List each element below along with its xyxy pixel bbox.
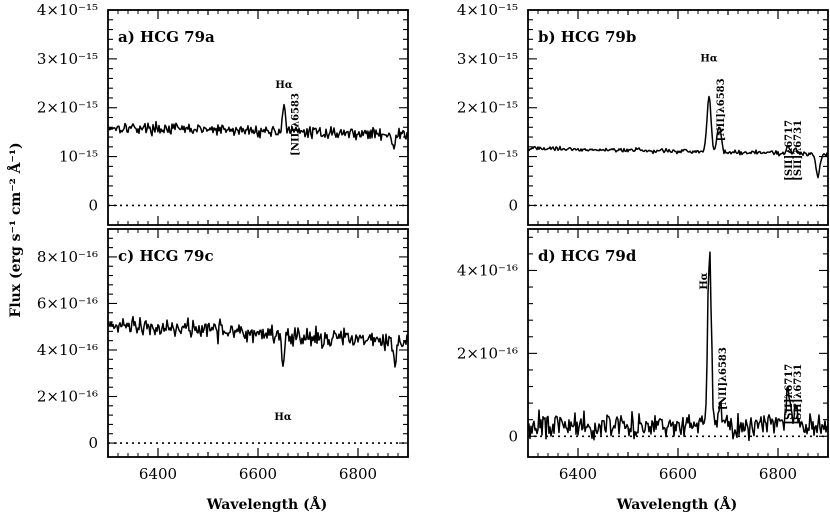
spectrum-line-c	[107, 315, 409, 368]
y-tick-label-b: 2×10⁻¹⁵	[457, 99, 518, 117]
y-tick-label-c: 4×10⁻¹⁶	[37, 341, 98, 359]
panel-c: 6400 6600 6800 0 2×10⁻¹⁶ 4×10⁻¹⁶ 6×10⁻¹⁶ 8×10⁻¹…	[37, 228, 409, 483]
panel-b: 0 10⁻¹⁵ 2×10⁻¹⁵ 3×10⁻¹⁵ 4×10⁻¹⁵ b) HCG 79b Hα […	[457, 1, 829, 226]
x-tick-label-d: 6600	[659, 465, 697, 483]
y-tick-label-c: 0	[88, 434, 98, 452]
panel-d: 6400 6600 6800 0 2×10⁻¹⁶ 4×10⁻¹⁶ d) HCG 79d Hα […	[457, 228, 829, 483]
y-tick-label-d: 0	[508, 427, 518, 445]
spectrum-line-b	[527, 95, 829, 179]
emission-line-label-b: [SII]λ6717	[784, 120, 795, 181]
y-tick-label-a: 4×10⁻¹⁵	[37, 1, 98, 19]
emission-line-label-b: [SII]λ6731	[793, 120, 804, 181]
y-tick-label-b: 10⁻¹⁵	[479, 148, 518, 166]
emission-line-label-c: Hα	[274, 412, 291, 423]
emission-line-label-d: [SII]λ6717	[784, 364, 795, 425]
spectrum-line-a	[107, 103, 409, 150]
y-tick-label-b: 4×10⁻¹⁵	[457, 1, 518, 19]
y-tick-label-b: 3×10⁻¹⁵	[457, 50, 518, 68]
x-tick-label-c: 6800	[339, 465, 377, 483]
y-tick-label-c: 8×10⁻¹⁶	[37, 248, 98, 266]
x-axis-title-left: Wavelength (Å)	[206, 495, 327, 513]
x-tick-label-c: 6600	[239, 465, 277, 483]
y-tick-label-a: 0	[88, 196, 98, 214]
x-tick-label-c: 6400	[139, 465, 177, 483]
panel-a: 0 10⁻¹⁵ 2×10⁻¹⁵ 3×10⁻¹⁵ 4×10⁻¹⁵ a) HCG 79a Hα […	[37, 1, 409, 226]
y-tick-label-a: 3×10⁻¹⁵	[37, 50, 98, 68]
x-tick-label-d: 6400	[559, 465, 597, 483]
emission-line-label-b: [NII]λ6583	[716, 78, 727, 141]
emission-line-label-a: [NII]λ6583	[291, 93, 302, 156]
emission-line-label-b: Hα	[700, 53, 717, 64]
x-tick-label-d: 6800	[759, 465, 797, 483]
panels: 0 10⁻¹⁵ 2×10⁻¹⁵ 3×10⁻¹⁵ 4×10⁻¹⁵ a) HCG 79a Hα […	[37, 1, 829, 483]
panel-title-c: c) HCG 79c	[118, 247, 214, 265]
emission-line-label-d: [SII]λ6731	[793, 364, 804, 425]
emission-line-label-d: Hα	[699, 272, 710, 289]
y-tick-label-d: 4×10⁻¹⁶	[457, 261, 518, 279]
y-tick-label-c: 2×10⁻¹⁶	[37, 388, 98, 406]
panel-title-a: a) HCG 79a	[118, 28, 215, 46]
y-tick-label-a: 2×10⁻¹⁵	[37, 99, 98, 117]
y-tick-label-c: 6×10⁻¹⁶	[37, 294, 98, 312]
emission-line-label-a: Hα	[275, 80, 292, 91]
panel-title-b: b) HCG 79b	[538, 28, 636, 46]
emission-line-label-d: [NII]λ6583	[718, 347, 729, 410]
y-axis-title: Flux (erg s⁻¹ cm⁻² Å⁻¹)	[6, 142, 24, 317]
y-tick-label-a: 10⁻¹⁵	[59, 148, 98, 166]
y-tick-label-b: 0	[508, 196, 518, 214]
x-axis-title-right: Wavelength (Å)	[616, 495, 737, 513]
panel-title-d: d) HCG 79d	[538, 247, 637, 265]
spectrum-line-d	[527, 251, 829, 442]
y-tick-label-d: 2×10⁻¹⁶	[457, 344, 518, 362]
